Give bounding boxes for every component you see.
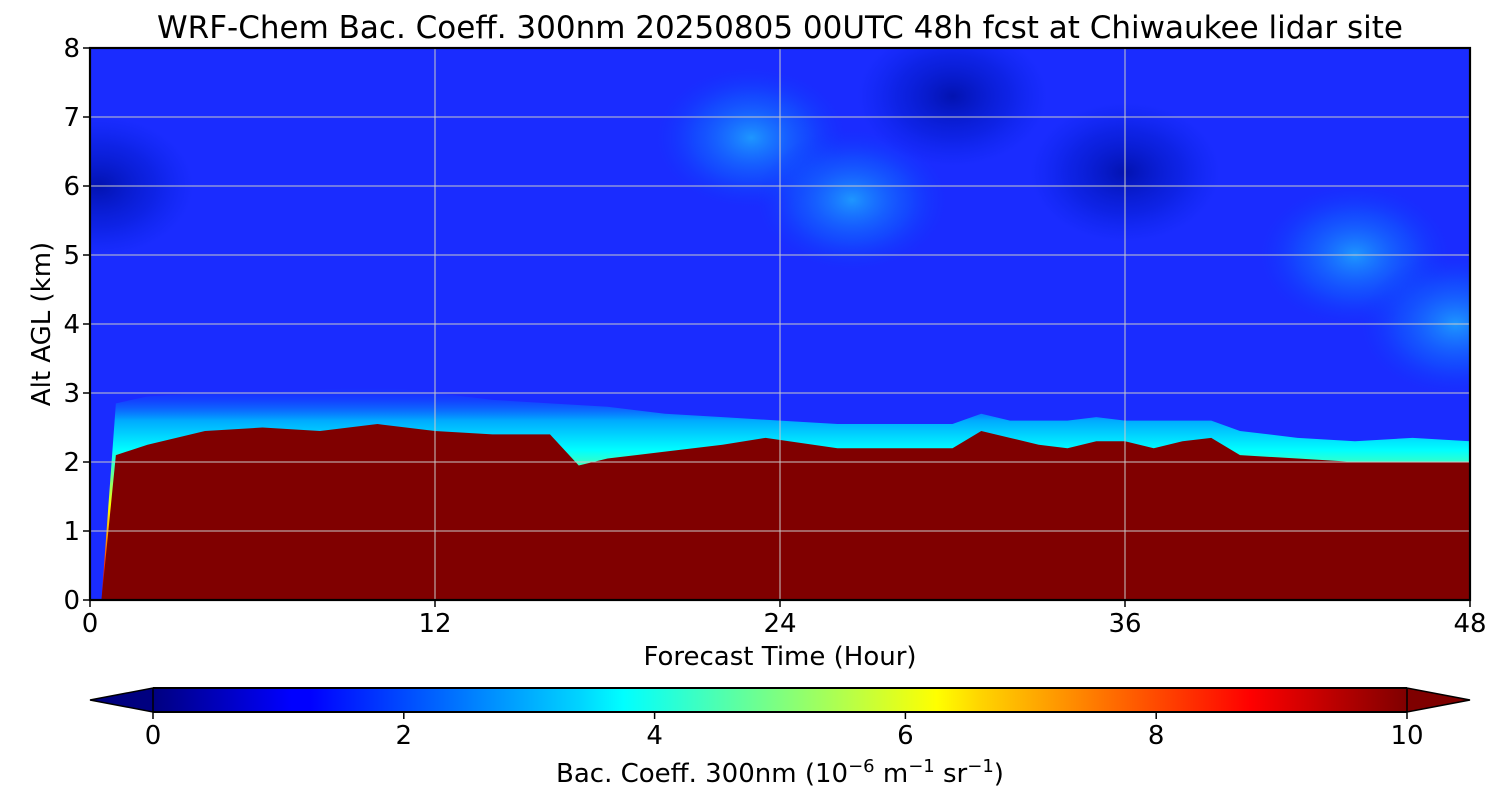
colorbar-ticks: 0 2 4 6 8 10 <box>145 712 1424 751</box>
y-tick-label: 4 <box>63 310 80 340</box>
colorbar-label-m: m <box>875 759 909 789</box>
colorbar-extend-high <box>1406 687 1471 713</box>
colorbar-label-exp3: −1 <box>967 756 994 777</box>
colorbar-tick-label: 2 <box>396 721 413 751</box>
aloft-patch-5 <box>857 48 1048 167</box>
x-tick-label: 12 <box>418 609 451 639</box>
y-tick-label: 0 <box>63 586 80 616</box>
colorbar: 0 2 4 6 8 10 Bac. Coeff. 300nm (10−6 m−1 sr−1… <box>89 687 1471 789</box>
grid-lines <box>90 48 1470 600</box>
colorbar-tick-label: 6 <box>897 721 914 751</box>
x-tick-label: 36 <box>1108 609 1141 639</box>
colorbar-label-main: Bac. Coeff. 300nm (10 <box>556 759 848 789</box>
y-axis-label: Alt AGL (km) <box>27 242 57 406</box>
y-tick-label: 5 <box>63 241 80 271</box>
colorbar-body <box>153 688 1407 712</box>
colorbar-tick-label: 4 <box>646 721 663 751</box>
y-tick-label: 3 <box>63 379 80 409</box>
aloft-patch-1 <box>756 129 947 270</box>
plot-area <box>90 48 1470 600</box>
x-ticks: 0 12 24 36 48 <box>82 600 1487 639</box>
colorbar-tick-label: 10 <box>1390 721 1423 751</box>
colorbar-label-exp1: −6 <box>848 756 875 777</box>
chart-title: WRF-Chem Bac. Coeff. 300nm 20250805 00UT… <box>157 10 1403 46</box>
x-tick-label: 48 <box>1453 609 1486 639</box>
x-axis-label: Forecast Time (Hour) <box>643 642 916 672</box>
x-tick-label: 0 <box>82 609 99 639</box>
colorbar-tick-label: 8 <box>1148 721 1165 751</box>
colorbar-label-sr: sr <box>935 759 968 789</box>
y-tick-label: 8 <box>63 34 80 64</box>
y-tick-label: 2 <box>63 448 80 478</box>
colorbar-label: Bac. Coeff. 300nm (10−6 m−1 sr−1) <box>556 756 1004 789</box>
y-tick-label: 6 <box>63 172 80 202</box>
x-tick-label: 24 <box>763 609 796 639</box>
aloft-patches <box>90 48 1470 394</box>
colorbar-label-exp2: −1 <box>908 756 935 777</box>
colorbar-extend-low <box>89 687 154 713</box>
y-ticks: 0 1 2 3 4 5 6 7 8 <box>63 34 90 616</box>
y-tick-label: 7 <box>63 103 80 133</box>
colorbar-label-close: ) <box>994 759 1004 789</box>
colorbar-tick-label: 0 <box>145 721 162 751</box>
y-tick-label: 1 <box>63 517 80 547</box>
